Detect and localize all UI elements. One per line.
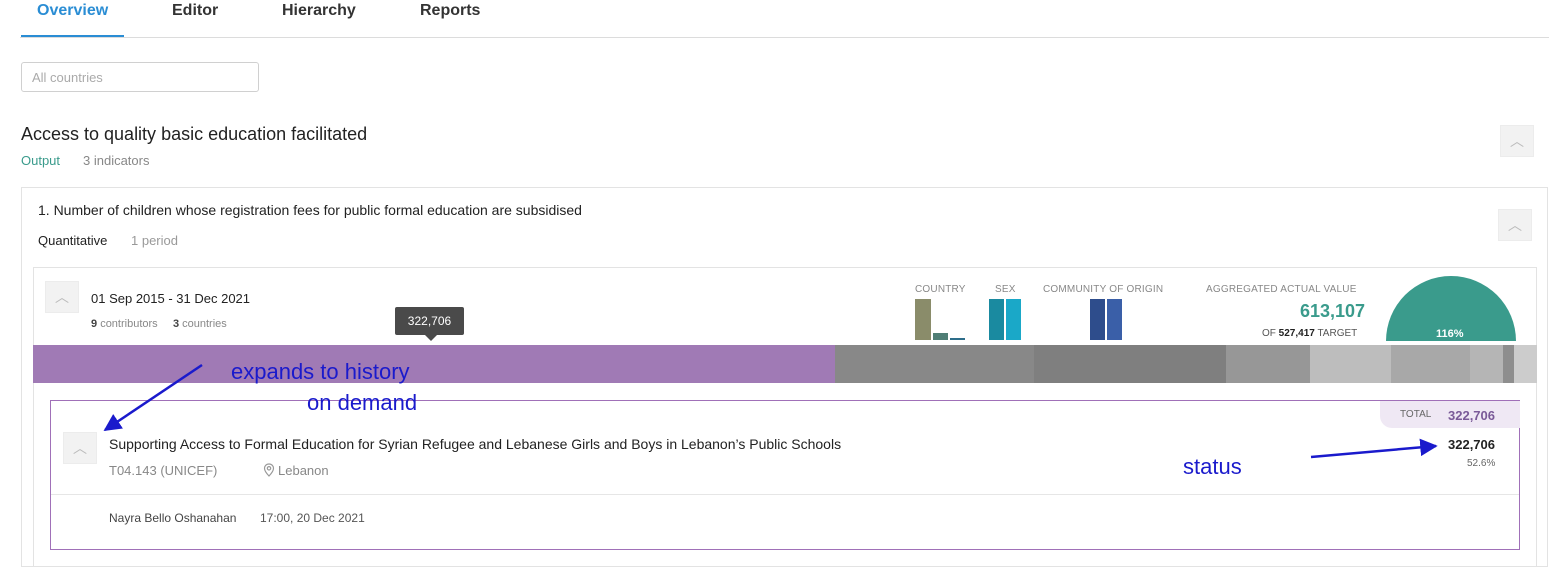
result-indicator-count: 3 indicators <box>83 153 150 168</box>
progress-segment[interactable] <box>1469 345 1504 383</box>
disaggregation-country-label: COUNTRY <box>915 284 966 295</box>
contributors-label: contributors <box>100 318 158 330</box>
location-pin-icon <box>263 463 275 477</box>
tab-editor[interactable]: Editor <box>172 2 219 19</box>
disaggregation-sex-chart[interactable] <box>989 299 1021 340</box>
annotation-expands: expands to history <box>231 359 410 384</box>
indicator-type: Quantitative <box>38 233 108 248</box>
target-label: TARGET <box>1317 328 1358 339</box>
countries-count: 3 <box>172 318 180 330</box>
disaggregation-sex-label: SEX <box>995 284 1016 295</box>
project-code: T04.143 (UNICEF) <box>109 463 218 478</box>
project-title[interactable]: Supporting Access to Formal Education fo… <box>109 436 842 452</box>
disaggregation-community-chart[interactable] <box>1090 299 1122 340</box>
progress-segment[interactable] <box>1390 345 1470 383</box>
tab-overview[interactable]: Overview <box>37 2 109 19</box>
divider <box>51 494 1519 495</box>
aggregated-target: OF 527,417 TARGET <box>1262 328 1357 339</box>
chevron-up-icon: ︿ <box>55 289 69 305</box>
chevron-up-icon: ︿ <box>73 440 87 456</box>
tooltip-arrow <box>425 335 437 341</box>
chevron-up-icon: ︿ <box>1510 133 1524 149</box>
result-type-label: Output <box>21 153 61 168</box>
progress-segment[interactable] <box>1309 345 1391 383</box>
aggregated-value-label: AGGREGATED ACTUAL VALUE <box>1206 284 1357 295</box>
target-gauge <box>1386 276 1516 341</box>
countries-label: countries <box>182 318 227 330</box>
update-user: Nayra Bello Oshanahan <box>109 511 237 525</box>
period-dates: 01 Sep 2015 - 31 Dec 2021 <box>91 291 251 306</box>
progress-segment[interactable] <box>1034 345 1227 383</box>
indicator-title: 1. Number of children whose registration… <box>38 202 582 218</box>
disaggregation-country-chart[interactable] <box>915 299 965 340</box>
contributor-project-panel <box>50 400 1520 550</box>
result-title: Access to quality basic education facili… <box>21 124 368 144</box>
project-location-label: Lebanon <box>278 463 329 478</box>
progress-segment[interactable] <box>1514 345 1537 383</box>
country-filter-input[interactable] <box>21 62 259 92</box>
period-collapse-button[interactable]: ︿ <box>45 281 79 313</box>
progress-segment[interactable] <box>33 345 835 383</box>
total-label: TOTAL <box>1400 409 1432 420</box>
disaggregation-bar <box>933 333 948 340</box>
period-meta: 9 contributors 3 countries <box>91 318 227 330</box>
progress-tooltip: 322,706 <box>395 307 464 335</box>
result-collapse-button[interactable]: ︿ <box>1500 125 1534 157</box>
total-value: 322,706 <box>1448 408 1495 423</box>
disaggregation-community-label: COMMUNITY OF ORIGIN <box>1043 284 1164 295</box>
progress-segment[interactable] <box>834 345 1035 383</box>
update-timestamp: 17:00, 20 Dec 2021 <box>260 511 365 525</box>
indicator-period-count: 1 period <box>131 233 178 248</box>
disaggregation-bar <box>1090 299 1105 340</box>
gauge-percent-label: 116% <box>1436 328 1464 340</box>
tab-hierarchy[interactable]: Hierarchy <box>282 2 356 19</box>
tab-bar: Overview Editor Hierarchy Reports <box>20 0 1549 38</box>
target-of-label: OF <box>1262 328 1276 339</box>
disaggregation-bar <box>915 299 931 340</box>
gauge-arc <box>1386 276 1516 341</box>
progress-segment[interactable] <box>1226 345 1310 383</box>
disaggregation-bar <box>950 338 965 340</box>
project-expand-button[interactable]: ︿ <box>63 432 97 464</box>
annotation-on-demand: on demand <box>307 390 418 415</box>
project-location: Lebanon <box>263 463 329 478</box>
disaggregation-bar <box>1107 299 1122 340</box>
project-percent: 52.6% <box>1467 458 1496 469</box>
contributors-count: 9 <box>91 318 98 330</box>
chevron-up-icon: ︿ <box>1508 217 1522 233</box>
tab-reports[interactable]: Reports <box>420 2 481 19</box>
target-value: 527,417 <box>1278 328 1315 339</box>
indicator-collapse-button[interactable]: ︿ <box>1498 209 1532 241</box>
aggregated-value: 613,107 <box>1300 301 1366 321</box>
annotation-status: status <box>1183 454 1242 479</box>
active-tab-indicator <box>21 35 124 37</box>
total-badge <box>1380 401 1520 428</box>
progress-segment[interactable] <box>1503 345 1515 383</box>
disaggregation-bar <box>1006 299 1021 340</box>
disaggregation-bar <box>989 299 1004 340</box>
project-value: 322,706 <box>1448 437 1495 452</box>
